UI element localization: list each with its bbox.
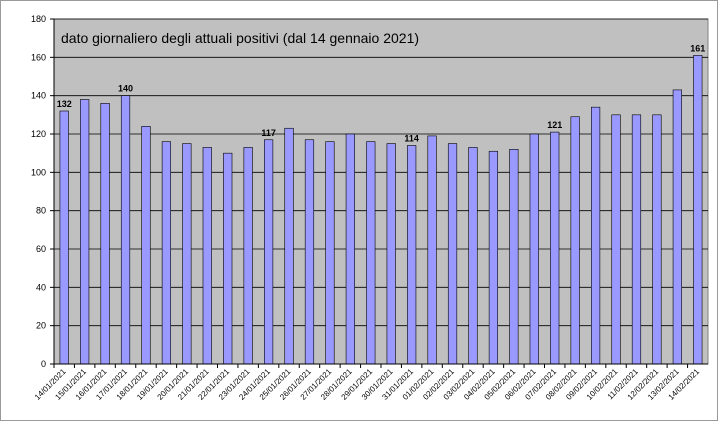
bar — [652, 114, 662, 365]
bar — [693, 55, 703, 365]
bar — [591, 106, 601, 365]
y-tick-label: 40 — [36, 282, 46, 292]
bar — [284, 127, 294, 365]
bar — [325, 141, 335, 365]
data-label: 161 — [690, 43, 705, 53]
y-tick-label: 0 — [41, 359, 46, 369]
y-tick-label: 20 — [36, 321, 46, 331]
bar — [202, 147, 212, 365]
bar — [304, 139, 315, 365]
bar — [550, 131, 560, 365]
x-axis: 14/01/202115/01/202116/01/202117/01/2021… — [33, 363, 708, 402]
bar — [59, 110, 69, 365]
bar — [100, 103, 110, 365]
bar — [509, 149, 519, 365]
data-label: 132 — [57, 99, 72, 109]
bar — [468, 147, 478, 365]
bars — [59, 55, 703, 365]
bar — [447, 143, 458, 365]
bar — [529, 133, 539, 365]
y-tick-label: 100 — [31, 167, 46, 177]
bar — [243, 147, 253, 365]
bar — [80, 99, 90, 365]
y-tick-label: 80 — [36, 206, 46, 216]
data-label: 121 — [547, 120, 562, 130]
y-tick-label: 180 — [31, 14, 46, 24]
bar — [427, 135, 437, 365]
bar — [120, 95, 131, 365]
y-tick-label: 140 — [31, 91, 46, 101]
plot-area — [53, 18, 709, 365]
chart-title: dato giornaliero degli attuali positivi … — [61, 30, 419, 46]
data-label: 140 — [118, 84, 133, 94]
bar — [366, 141, 376, 365]
y-axis: 0 20 40 60 80 100 120 140 160 180 — [31, 14, 55, 369]
data-label: 117 — [261, 128, 276, 138]
bar — [345, 133, 355, 365]
data-label: 114 — [404, 134, 419, 144]
bar — [141, 126, 151, 365]
bar — [161, 141, 171, 365]
data-labels: 132 140 117 114 121 161 — [57, 43, 706, 143]
bar — [223, 152, 233, 365]
bar — [182, 143, 192, 365]
y-tick-label: 60 — [36, 244, 46, 254]
y-tick-label: 120 — [31, 129, 46, 139]
bar — [386, 143, 396, 365]
y-tick-label: 160 — [31, 52, 46, 62]
bar — [631, 114, 642, 365]
bar — [672, 89, 682, 365]
bar — [407, 145, 417, 365]
bar — [264, 139, 274, 365]
bar — [570, 116, 580, 365]
bar — [488, 150, 498, 365]
bar — [611, 114, 621, 365]
